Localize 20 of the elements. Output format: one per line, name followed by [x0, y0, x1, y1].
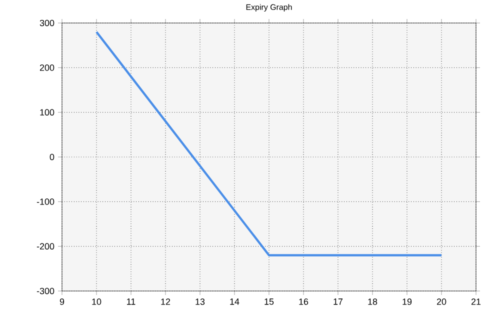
y-tick-label: 0 — [50, 154, 54, 160]
x-tick-label: 15 — [264, 298, 274, 305]
x-tick-label: 17 — [334, 298, 343, 305]
x-tick-label: 13 — [196, 298, 205, 305]
y-tick-label: -100 — [36, 198, 54, 205]
x-tick-label: 10 — [92, 298, 102, 305]
y-tick-label: 300 — [40, 20, 54, 26]
x-tick-label: 20 — [436, 298, 446, 305]
y-tick-label: -300 — [36, 288, 54, 294]
x-tick-label: 14 — [230, 298, 240, 305]
x-tick-label: 9 — [60, 298, 64, 305]
x-tick-label: 18 — [368, 298, 378, 305]
x-tick-label: 12 — [161, 298, 170, 305]
x-tick-label: 19 — [402, 298, 412, 305]
x-tick-label: 16 — [299, 298, 308, 305]
x-tick-label: 11 — [127, 298, 136, 305]
y-tick-label: -200 — [36, 243, 54, 250]
x-tick-label: 21 — [471, 298, 481, 305]
y-tick-label: 200 — [40, 64, 54, 71]
y-tick-label: 100 — [40, 109, 54, 116]
